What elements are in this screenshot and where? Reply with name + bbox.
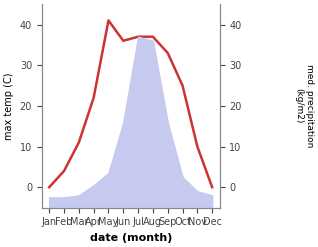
X-axis label: date (month): date (month) — [89, 233, 172, 243]
Y-axis label: max temp (C): max temp (C) — [4, 72, 14, 140]
Y-axis label: med. precipitation
(kg/m2): med. precipitation (kg/m2) — [294, 64, 314, 147]
